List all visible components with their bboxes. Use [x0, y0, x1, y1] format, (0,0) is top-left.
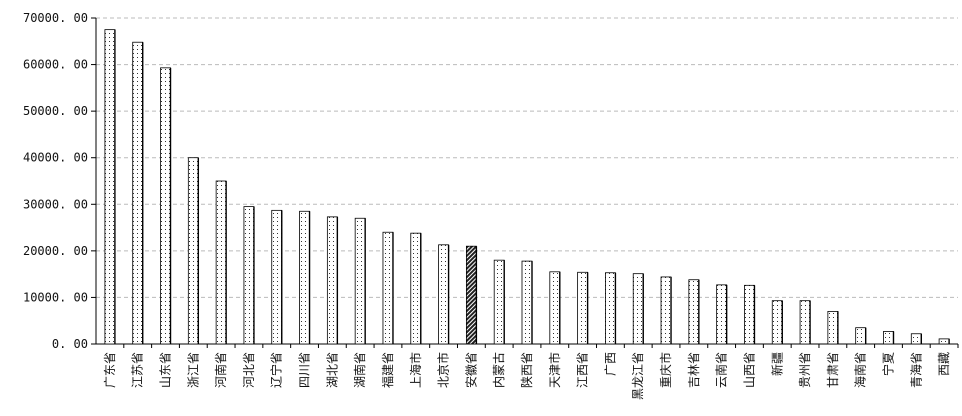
- bar: [855, 327, 867, 345]
- bars: [104, 29, 950, 345]
- x-category-label: 西藏: [937, 352, 951, 376]
- x-category-labels: 广东省 江苏省 山东省 浙江省 河南省 河北省 辽宁省 四川省 湖北省 湖南省 福建省 上海市 北京市安…: [103, 352, 951, 400]
- x-category-label: 内蒙古: [491, 352, 506, 388]
- x-category-label: 安徽省: [463, 352, 478, 388]
- y-tick-label: 30000. 00: [23, 197, 88, 211]
- x-category-label: 宁夏: [880, 352, 895, 376]
- x-category-label: 广西: [603, 352, 617, 376]
- bar: [605, 272, 616, 345]
- bar: [438, 244, 449, 345]
- bar: [493, 259, 505, 345]
- x-category-label: 河北省: [242, 352, 256, 388]
- bar: [132, 41, 144, 345]
- y-tick-label: 20000. 00: [23, 244, 88, 258]
- x-category-label: 河南省: [213, 352, 228, 388]
- bar: [160, 67, 171, 345]
- bar: [577, 271, 589, 345]
- x-category-label: 辽宁省: [269, 352, 284, 388]
- bar: [716, 284, 728, 345]
- bar: [187, 157, 199, 345]
- y-tick-label: 40000. 00: [23, 151, 88, 165]
- x-category-label: 江苏省: [131, 352, 145, 388]
- x-category-label: 浙江省: [186, 352, 200, 388]
- y-tick-label: 0. 00: [52, 337, 88, 351]
- bar: [410, 232, 422, 345]
- x-category-label: 北京市: [436, 352, 451, 388]
- bar: [827, 310, 839, 345]
- bar: [744, 284, 755, 345]
- x-category-label: 甘肃省: [826, 352, 840, 388]
- bar: [215, 180, 227, 345]
- bar: [688, 279, 700, 345]
- bar: [465, 245, 477, 345]
- bar: [771, 300, 783, 345]
- y-tick-labels: 70000. 00 60000. 00 50000. 00 40000. 00 3000…: [23, 11, 88, 351]
- bar: [354, 217, 366, 345]
- x-category-label: 上海市: [408, 352, 423, 388]
- y-tick-label: 60000. 00: [23, 58, 88, 72]
- x-category-label: 海南省: [853, 352, 868, 388]
- bar: [299, 210, 310, 345]
- x-category-label: 贵州省: [798, 352, 812, 388]
- bar: [938, 338, 950, 345]
- x-category-label: 广东省: [103, 352, 117, 388]
- y-tick-label: 50000. 00: [23, 104, 88, 118]
- bar: [632, 273, 644, 345]
- x-category-label: 福建省: [380, 352, 395, 388]
- bar: [382, 231, 394, 345]
- bar: [660, 276, 672, 345]
- x-category-label: 湖北省: [324, 352, 339, 388]
- x-category-label: 新疆: [769, 352, 784, 376]
- x-category-label: 山西省: [742, 352, 756, 388]
- y-tick-label: 10000. 00: [23, 290, 88, 304]
- x-category-label: 四川省: [298, 352, 312, 388]
- bar: [271, 209, 283, 345]
- bar: [549, 271, 561, 345]
- x-category-label: 陕西省: [519, 352, 534, 388]
- x-category-label: 江西省: [576, 352, 590, 388]
- bar: [883, 331, 894, 345]
- bar: [326, 216, 338, 345]
- x-category-label: 天津市: [547, 352, 562, 388]
- x-category-label: 云南省: [714, 352, 729, 388]
- x-category-label: 黑龙江省: [631, 352, 645, 400]
- bar: [104, 29, 116, 345]
- x-category-label: 青海省: [908, 352, 923, 388]
- x-category-label: 山东省: [159, 352, 173, 388]
- bar: [799, 300, 811, 345]
- bar: [243, 206, 255, 345]
- x-category-label: 湖南省: [352, 352, 367, 388]
- x-category-label: 重庆市: [658, 352, 673, 388]
- bar: [910, 333, 922, 345]
- y-tick-label: 70000. 00: [23, 11, 88, 25]
- bar: [521, 260, 533, 345]
- x-category-label: 吉林省: [687, 352, 701, 388]
